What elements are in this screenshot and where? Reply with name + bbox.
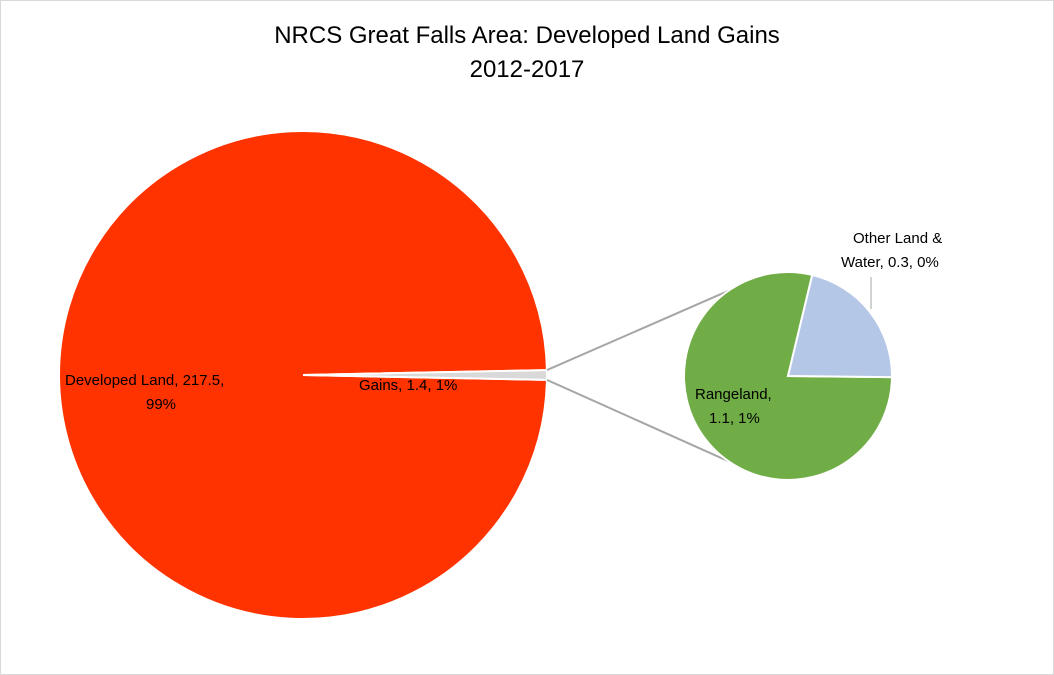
rangeland-label-line2: 1.1, 1%: [709, 410, 760, 427]
rangeland-label-line1: Rangeland,: [695, 386, 772, 403]
connector-lines: [546, 289, 729, 463]
main-pie: [58, 130, 549, 620]
chart-title-line1: NRCS Great Falls Area: Developed Land Ga…: [274, 22, 780, 49]
developed-land-label-line1: Developed Land, 217.5,: [65, 372, 224, 389]
other-land-label-line1: Other Land &: [853, 230, 942, 247]
slice-gains: [302, 369, 549, 381]
developed-land-label-line2: 99%: [146, 396, 176, 413]
other-land-label-line2: Water, 0.3, 0%: [841, 254, 939, 271]
secondary-pie: [683, 271, 894, 481]
slice-rangeland: [683, 271, 894, 481]
connector-line-top: [546, 289, 729, 372]
chart-title-line2: 2012-2017: [469, 56, 585, 83]
slice-other-land-water: [786, 273, 893, 379]
gains-label: Gains, 1.4, 1%: [359, 377, 457, 394]
connector-line-bottom: [546, 378, 729, 463]
chart-title: NRCS Great Falls Area: Developed Land Ga…: [1, 19, 1053, 87]
slice-developed-land: [58, 130, 548, 620]
